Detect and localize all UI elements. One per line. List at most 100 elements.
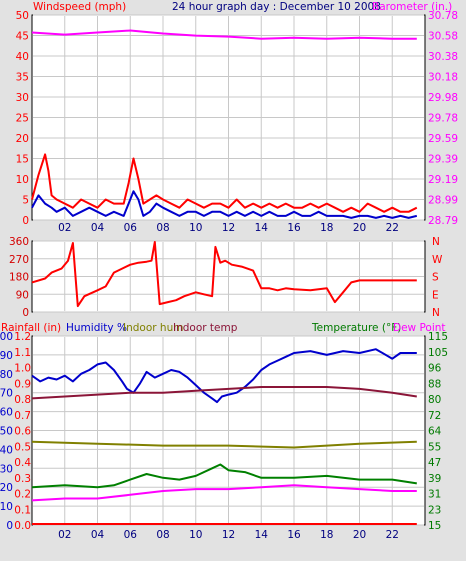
dew-point-line	[31, 484, 417, 502]
rainfall-tick-label: 0.9	[14, 378, 31, 390]
windspeed-tick-label: 50	[16, 10, 29, 22]
chart-title: 24 hour graph day : December 10 2008	[172, 1, 381, 13]
temperature-tick-label: 47	[428, 457, 441, 469]
rainfall-tick-label: 1.0	[14, 363, 31, 375]
rainfall-tick-label: 0.5	[14, 441, 31, 453]
direction-degree-tick-label: 270	[9, 254, 29, 266]
windspeed-axis-label: Windspeed (mph)	[33, 1, 126, 13]
direction-compass-tick-label: N	[432, 236, 440, 248]
windspeed-tick-label: 35	[16, 72, 29, 84]
wind-direction-line	[31, 241, 417, 308]
x-tick-label: 10	[189, 222, 202, 234]
windspeed-tick-label: 20	[16, 133, 29, 145]
windspeed-tick-label: 0	[22, 215, 29, 227]
dew-point-legend-label: Dew Point	[393, 322, 446, 334]
humidity-tick-label: 40	[0, 444, 13, 456]
direction-degree-tick-label: 0	[22, 307, 29, 319]
barometer-tick-label: 30.18	[428, 72, 458, 84]
windspeed-tick-label: 5	[22, 195, 29, 207]
x-tick-label: 06	[124, 529, 138, 541]
x-tick-label: 04	[91, 529, 105, 541]
humidity-tick-label: 20	[0, 482, 13, 494]
barometer-tick-label: 29.19	[428, 174, 458, 186]
rainfall-tick-label: 0.3	[14, 473, 31, 485]
rainfall-tick-label: 0.0	[14, 520, 31, 532]
x-tick-label: 18	[320, 222, 333, 234]
windspeed-tick-label: 30	[16, 92, 29, 104]
barometer-tick-label: 29.78	[428, 113, 458, 125]
rainfall-tick-label: 1.2	[14, 331, 31, 343]
x-tick-label: 20	[353, 529, 366, 541]
rainfall-tick-label: 0.2	[14, 489, 31, 501]
indoor-temperature-line	[31, 386, 417, 400]
humidity-tick-label: 70	[0, 388, 13, 400]
temperature-tick-label: 31	[428, 489, 441, 501]
windspeed-tick-label: 40	[16, 51, 29, 63]
x-tick-label: 14	[255, 222, 269, 234]
windspeed-tick-label: 25	[16, 113, 29, 125]
rainfall-tick-label: 0.1	[14, 504, 31, 516]
x-tick-label: 12	[222, 222, 235, 234]
direction-compass-tick-label: N	[432, 307, 440, 319]
indoor-temp-legend-label: Indoor temp	[173, 322, 238, 334]
temperature-tick-label: 15	[428, 520, 441, 532]
x-tick-label: 02	[58, 529, 71, 541]
humidity-tick-label: 80	[0, 369, 13, 381]
rainfall-tick-label: 0.6	[14, 426, 31, 438]
temperature-line	[31, 463, 417, 489]
temperature-tick-label: 39	[428, 473, 441, 485]
x-tick-label: 16	[287, 222, 301, 234]
barometer-tick-label: 30.78	[428, 10, 458, 22]
rainfall-tick-label: 1.1	[14, 347, 31, 359]
barometer-tick-label: 28.99	[428, 195, 458, 207]
barometer-axis-label: Barometer (in.)	[372, 1, 452, 13]
barometer-tick-label: 29.39	[428, 154, 458, 166]
temperature-tick-label: 55	[428, 441, 441, 453]
humidity-tick-label: 0	[6, 520, 13, 532]
wind-speed-line	[31, 190, 418, 219]
barometer-tick-label: 28.79	[428, 215, 458, 227]
temperature-tick-label: 23	[428, 504, 441, 516]
temperature-tick-label: 105	[428, 347, 448, 359]
direction-compass-tick-label: W	[432, 254, 443, 266]
humidity-tick-label: 30	[0, 463, 13, 475]
barometer-tick-label: 30.38	[428, 51, 458, 63]
humidity-tick-label: 60	[0, 407, 13, 419]
direction-compass-tick-label: S	[432, 272, 439, 284]
direction-degree-tick-label: 180	[9, 272, 29, 284]
humidity-tick-label: 50	[0, 426, 13, 438]
x-tick-label: 18	[320, 529, 333, 541]
x-tick-label: 22	[386, 222, 399, 234]
humidity-legend-label: Humidity %	[66, 322, 127, 334]
windspeed-tick-label: 10	[16, 174, 29, 186]
windspeed-tick-label: 45	[16, 31, 29, 43]
x-tick-label: 14	[255, 529, 269, 541]
temperature-tick-label: 64	[428, 426, 442, 438]
rainfall-tick-label: 0.7	[14, 410, 31, 422]
indoor-hum-legend-label: Indoor hum	[123, 322, 183, 334]
x-tick-label: 06	[124, 222, 138, 234]
direction-degree-tick-label: 360	[9, 236, 29, 248]
rainfall-tick-label: 0.4	[14, 457, 31, 469]
direction-degree-tick-label: 90	[16, 289, 29, 301]
x-tick-label: 16	[287, 529, 301, 541]
rainfall-legend-label: Rainfall (in)	[1, 322, 61, 334]
windspeed-tick-label: 15	[16, 154, 29, 166]
barometer-tick-label: 30.58	[428, 31, 458, 43]
x-tick-label: 02	[58, 222, 71, 234]
x-tick-label: 22	[386, 529, 399, 541]
humidity-line	[31, 348, 417, 404]
direction-compass-tick-label: E	[432, 289, 439, 301]
temperature-tick-label: 88	[428, 378, 441, 390]
x-tick-label: 12	[222, 529, 235, 541]
temperature-legend-label: Temperature (°F)	[311, 322, 401, 334]
barometer-tick-label: 29.98	[428, 92, 458, 104]
temperature-tick-label: 115	[428, 331, 448, 343]
wind-gust-line	[31, 153, 418, 213]
temperature-tick-label: 72	[428, 410, 441, 422]
temperature-tick-label: 80	[428, 394, 441, 406]
barometer-line	[31, 29, 417, 40]
humidity-tick-label: 10	[0, 501, 13, 513]
